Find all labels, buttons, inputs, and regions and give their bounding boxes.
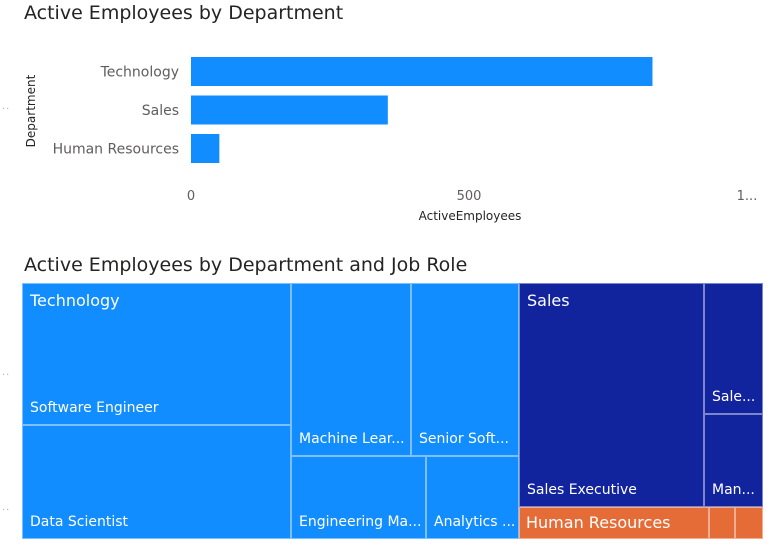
treemap-cell[interactable]: Sales Executive bbox=[519, 283, 704, 507]
bar-technology[interactable] bbox=[191, 57, 653, 86]
treemap-group-label: Human Resources bbox=[526, 513, 671, 532]
treemap-cell[interactable]: Data Scientist bbox=[22, 425, 291, 539]
treemap-cell[interactable] bbox=[519, 507, 709, 539]
page-edge-dots: ·· bbox=[2, 505, 11, 516]
treemap-cell-label: Machine Lear... bbox=[299, 431, 405, 447]
treemap-title: Active Employees by Department and Job R… bbox=[24, 254, 468, 276]
y-axis-title: Department bbox=[24, 74, 38, 147]
treemap-cell-label: Man... bbox=[712, 482, 755, 498]
treemap-cell[interactable] bbox=[709, 507, 735, 539]
treemap-cell[interactable]: Machine Lear... bbox=[291, 283, 411, 456]
bar-visual-edge-dots: ·· bbox=[2, 104, 11, 115]
x-tick-label: 0 bbox=[187, 189, 195, 204]
treemap-cell-label: Engineering Ma... bbox=[299, 514, 422, 530]
treemap-cell-label: Analytics ... bbox=[434, 514, 516, 530]
treemap-cell-label: Software Engineer bbox=[30, 400, 159, 416]
category-label: Technology bbox=[100, 65, 179, 81]
bar-chart-title: Active Employees by Department bbox=[24, 2, 344, 24]
category-label: Sales bbox=[142, 103, 179, 119]
treemap: Software Engineer Data Scientist Machine L… bbox=[22, 283, 763, 539]
treemap-cell[interactable]: Man... bbox=[704, 414, 763, 507]
treemap-cell-label: Sales Executive bbox=[527, 482, 637, 498]
treemap-visual-edge-dots: ·· bbox=[2, 370, 11, 381]
bar-human-resources[interactable] bbox=[191, 134, 220, 163]
treemap-cell[interactable]: Sale... bbox=[704, 283, 763, 414]
x-tick-label: 500 bbox=[457, 189, 482, 204]
treemap-cell[interactable]: Software Engineer bbox=[22, 283, 291, 425]
treemap-cell-label: Sale... bbox=[712, 389, 756, 405]
treemap-cell[interactable]: Senior Soft... bbox=[411, 283, 519, 456]
category-label: Human Resources bbox=[53, 142, 179, 158]
treemap-cell-label: Senior Soft... bbox=[419, 431, 510, 447]
treemap-cell[interactable]: Analytics ... bbox=[426, 456, 519, 539]
x-tick-label: 1... bbox=[737, 189, 758, 204]
treemap-cell-label: Data Scientist bbox=[30, 514, 128, 530]
x-axis-title: ActiveEmployees bbox=[419, 209, 522, 223]
treemap-group-label: Technology bbox=[30, 291, 120, 310]
treemap-group-label: Sales bbox=[527, 291, 570, 310]
treemap-cell[interactable]: Engineering Ma... bbox=[291, 456, 426, 539]
bar-sales[interactable] bbox=[191, 95, 388, 125]
treemap-cell[interactable] bbox=[735, 507, 763, 539]
